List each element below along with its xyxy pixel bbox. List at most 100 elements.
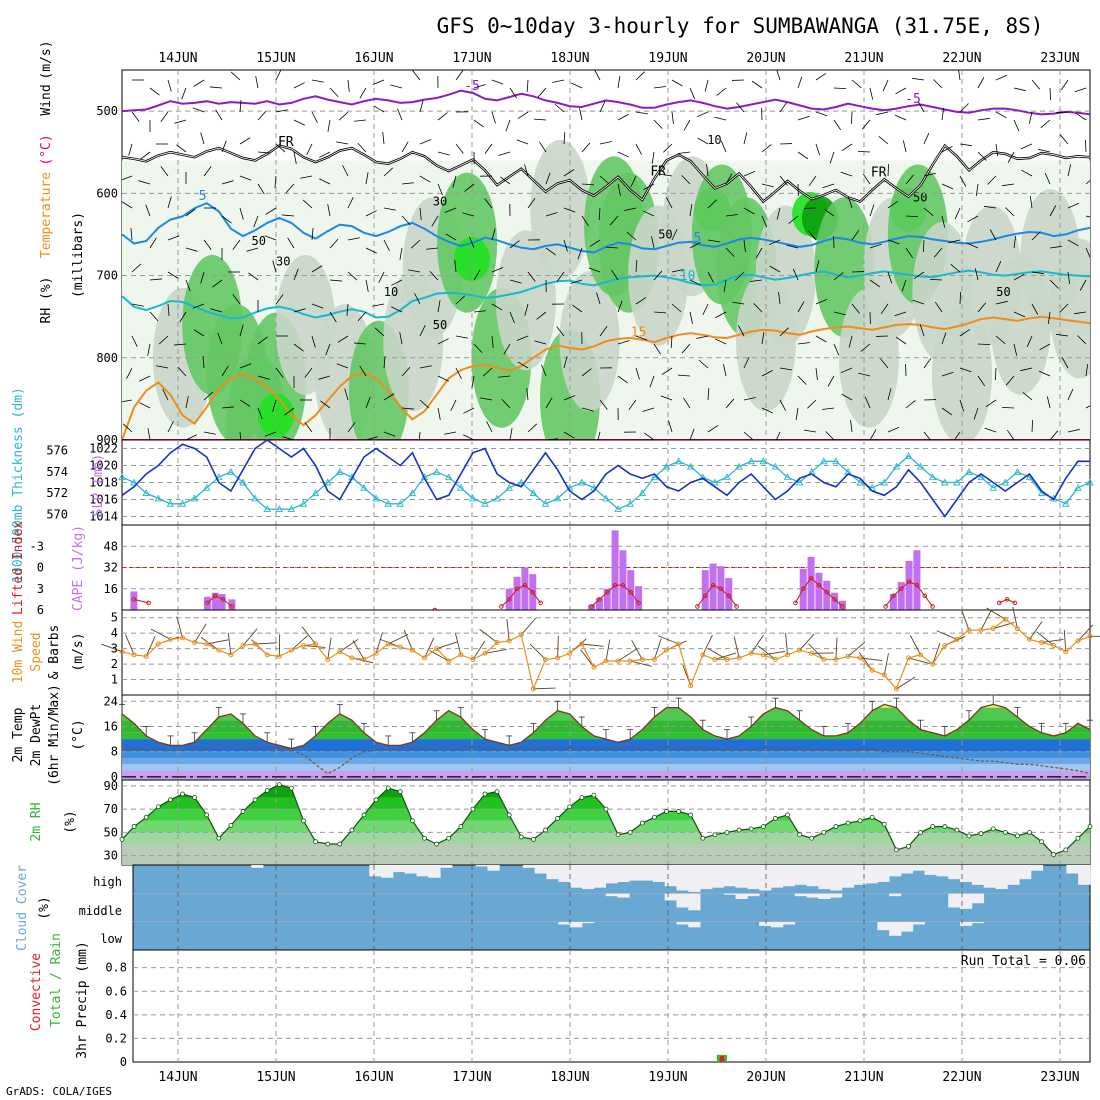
wind-barb	[861, 119, 871, 130]
rh2-point	[555, 816, 560, 821]
thickness-marker	[517, 478, 526, 486]
wind-barb	[1049, 279, 1059, 289]
thickness-marker	[662, 462, 671, 470]
wind-barb	[905, 247, 914, 259]
wind-barb	[653, 270, 663, 281]
wind-speed-point	[1027, 636, 1032, 642]
wind-tick: 1	[111, 673, 118, 687]
wind-barb-10m	[125, 634, 135, 655]
li-point	[205, 600, 210, 606]
wind-barb	[282, 214, 295, 217]
rh2-point	[1051, 852, 1057, 857]
cloud-cell-low	[877, 921, 890, 931]
thickness-marker	[372, 494, 380, 502]
wind-barb-10m	[375, 632, 383, 654]
wind-barb	[609, 215, 619, 226]
wind-barb	[563, 207, 576, 213]
wind-barb	[750, 279, 763, 282]
cloud-cell-middle	[735, 893, 748, 899]
wind-barb	[138, 180, 151, 185]
thickness-tick: 572	[46, 486, 68, 500]
wind-barb	[383, 393, 395, 401]
wind-barb	[683, 397, 691, 409]
temperature-unit-label: (°C)	[39, 134, 54, 165]
wind-barb	[917, 101, 925, 113]
wind-barb	[864, 396, 871, 409]
li-point	[891, 593, 896, 599]
wind-barb	[419, 207, 422, 220]
wind-speed-point	[627, 658, 633, 664]
wind-barb	[248, 272, 259, 281]
wind-barb	[725, 398, 735, 409]
wind-barb	[1067, 428, 1080, 433]
wind-barb	[743, 356, 750, 369]
wind-barb	[825, 431, 835, 440]
thickness-marker	[178, 499, 187, 507]
cloud-cell-low	[960, 921, 973, 926]
wind-speed-point	[1087, 633, 1093, 639]
cloud-cell-high	[759, 865, 772, 891]
wind-barb	[671, 303, 682, 313]
wind-barb	[1031, 303, 1039, 315]
thickness-marker	[916, 462, 925, 470]
wind-speed-point	[833, 656, 839, 662]
temp-contour-label: FR	[650, 165, 666, 180]
wind-barb	[491, 335, 494, 348]
wind-barb	[131, 111, 140, 122]
wind-barb-10m	[520, 617, 537, 636]
wind-barb	[807, 399, 817, 409]
temp-axis-label: 2m Temp	[11, 707, 26, 762]
wind-barb	[929, 278, 943, 281]
thickness-marker	[928, 473, 937, 481]
rh2-point	[773, 816, 778, 821]
li-point	[840, 604, 845, 609]
rh-axis-label: RH (%)	[39, 277, 54, 324]
temp-band	[122, 764, 1090, 771]
top-date-label: 16JUN	[354, 51, 393, 66]
cloud-cell-high	[475, 865, 488, 867]
wind-barb	[1013, 236, 1017, 249]
temp-tick: 24	[104, 694, 118, 708]
wind-barb	[795, 407, 799, 420]
wind-barb	[257, 336, 268, 345]
wind-barb	[534, 340, 547, 345]
wind-barb	[122, 175, 133, 181]
thickness-marker	[396, 499, 405, 507]
rh2-point	[531, 836, 536, 842]
wind-barb	[869, 429, 877, 440]
wind-barb	[462, 212, 475, 217]
wind-barb	[329, 279, 342, 282]
wind-barb	[941, 371, 954, 377]
rh2-point	[494, 789, 500, 795]
wind-barb	[941, 407, 953, 416]
wind-barb	[894, 114, 907, 121]
wind-barb	[311, 335, 316, 348]
li-point	[514, 586, 520, 592]
li-line	[591, 584, 640, 607]
wind-barb	[527, 198, 536, 209]
wind-barb	[1007, 151, 1015, 163]
wind-barb	[876, 111, 889, 116]
li-point	[922, 593, 928, 599]
wind-barb	[841, 393, 853, 401]
wind-barb-10m	[484, 649, 507, 654]
rh2-point	[167, 797, 173, 803]
wind-barb	[761, 215, 768, 228]
pressure-tick: 600	[96, 186, 118, 200]
wind-barb	[707, 388, 710, 401]
rh2-point	[518, 834, 524, 840]
grads-credit: GrADS: COLA/IGES	[6, 1085, 112, 1098]
precip-tick: 0.8	[105, 961, 127, 975]
wind-barb	[365, 396, 371, 409]
rh-contour-label: 10	[707, 133, 721, 147]
cloud-cell-high	[404, 865, 417, 874]
cloud-cell-high	[593, 865, 606, 888]
wind-barb	[365, 172, 369, 185]
wind-speed-point	[978, 627, 984, 633]
wind-barb	[887, 239, 900, 245]
dewpoint-line	[122, 744, 1091, 775]
wind-barb	[563, 431, 575, 439]
wind-barb	[455, 295, 466, 305]
wind-barb	[933, 247, 943, 258]
